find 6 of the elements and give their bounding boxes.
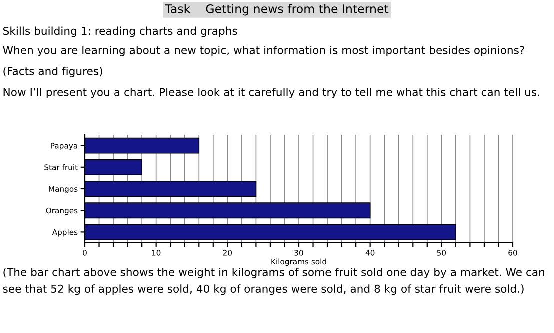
chart-title: Task Getting news from the Internet — [165, 4, 389, 16]
text: (Facts and figures) — [4, 67, 102, 78]
chart-subtitle: Skills building 1: reading charts and graphs — [3, 26, 238, 38]
text: Now I’ll present you a chart. Please look at it carefully and try to tell me what this chart can tell us. — [4, 88, 540, 98]
text: (The bar chart above shows the weight in kilograms of some fruit sold one day by a market. We can see that 52 kg of apples were sold, 40 kg of oranges were sold, and 8 kg of star fruit were sold.) — [3, 268, 544, 296]
text: When you are learning about a new topic, what information is most important besides opinions? — [3, 46, 524, 56]
